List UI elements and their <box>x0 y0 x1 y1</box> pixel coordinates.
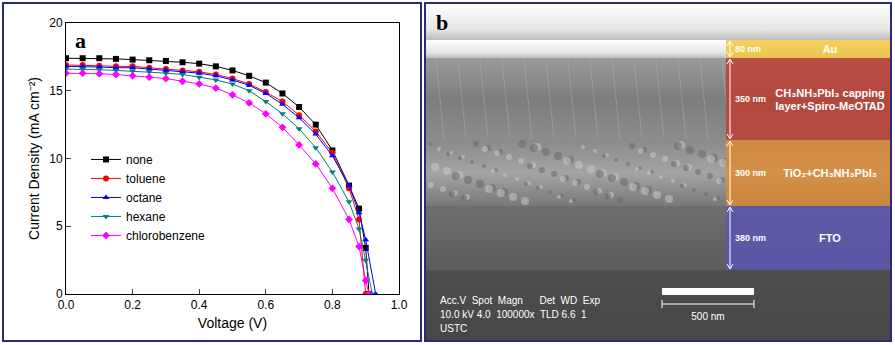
svg-text:FTO: FTO <box>819 232 841 244</box>
svg-text:500 nm: 500 nm <box>691 311 724 322</box>
svg-text:0.8: 0.8 <box>324 298 341 312</box>
svg-text:15: 15 <box>49 84 63 98</box>
svg-text:hexane: hexane <box>126 210 166 224</box>
svg-text:1.0: 1.0 <box>391 298 408 312</box>
svg-text:0.4: 0.4 <box>191 298 208 312</box>
svg-text:none: none <box>126 153 153 167</box>
svg-text:layer+Spiro-MeOTAD: layer+Spiro-MeOTAD <box>775 100 885 112</box>
svg-text:Voltage (V): Voltage (V) <box>198 315 267 331</box>
svg-text:Au: Au <box>823 43 838 55</box>
svg-text:TiO₂+CH₃NH₃PbI₃: TiO₂+CH₃NH₃PbI₃ <box>783 167 877 179</box>
svg-text:toluene: toluene <box>126 172 166 186</box>
svg-text:0.2: 0.2 <box>124 298 141 312</box>
svg-text:Current Density (mA cm⁻²): Current Density (mA cm⁻²) <box>26 77 42 240</box>
svg-text:Acc.V Spot Magn Det WD: Acc.V Spot Magn Det WD Exp <box>440 295 600 306</box>
svg-text:0.6: 0.6 <box>257 298 274 312</box>
svg-text:80 nm: 80 nm <box>735 44 761 54</box>
svg-text:0.0: 0.0 <box>58 298 75 312</box>
svg-text:20: 20 <box>49 16 63 30</box>
svg-text:chlorobenzene: chlorobenzene <box>126 229 205 243</box>
svg-text:10.0 kV 4.0 100000x TLD 6.6: 10.0 kV 4.0 100000x TLD 6.6 1 <box>440 309 587 320</box>
svg-text:CH₃NH₃PbI₃ capping: CH₃NH₃PbI₃ capping <box>775 87 884 99</box>
svg-text:b: b <box>436 10 448 35</box>
svg-text:0: 0 <box>56 287 63 301</box>
svg-text:octane: octane <box>126 191 162 205</box>
svg-text:10: 10 <box>49 152 63 166</box>
svg-text:a: a <box>75 28 86 53</box>
svg-text:350 nm: 350 nm <box>735 94 766 104</box>
svg-text:300 nm: 300 nm <box>735 168 766 178</box>
svg-text:USTC: USTC <box>440 323 467 334</box>
svg-text:380 nm: 380 nm <box>735 233 766 243</box>
svg-text:5: 5 <box>56 219 63 233</box>
